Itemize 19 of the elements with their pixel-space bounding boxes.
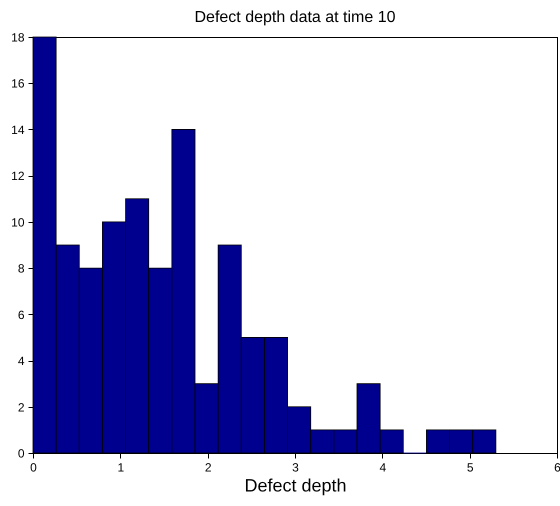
y-tick-label: 2 [18,400,25,414]
y-tick-label: 10 [11,215,25,230]
x-tick-label: 0 [30,460,38,474]
y-tick-label: 6 [18,308,25,322]
y-tick-label: 4 [18,354,25,368]
x-tick-label: 1 [117,460,124,474]
y-tick-label: 8 [18,262,25,276]
y-tick-label: 16 [11,76,25,91]
x-tick-label: 6 [554,460,560,474]
y-tick-label: 14 [11,122,25,137]
x-tick-label: 4 [379,460,386,474]
x-tick-label: 2 [204,460,212,474]
x-axis-title: Defect depth [244,476,347,496]
x-tick-label: 3 [292,460,300,474]
chart-title: Defect depth data at time 10 [194,9,396,26]
x-tick-label: 5 [466,460,474,474]
y-tick-label: 18 [11,30,25,44]
y-tick-label: 0 [18,446,25,460]
y-tick-label: 12 [11,169,25,184]
